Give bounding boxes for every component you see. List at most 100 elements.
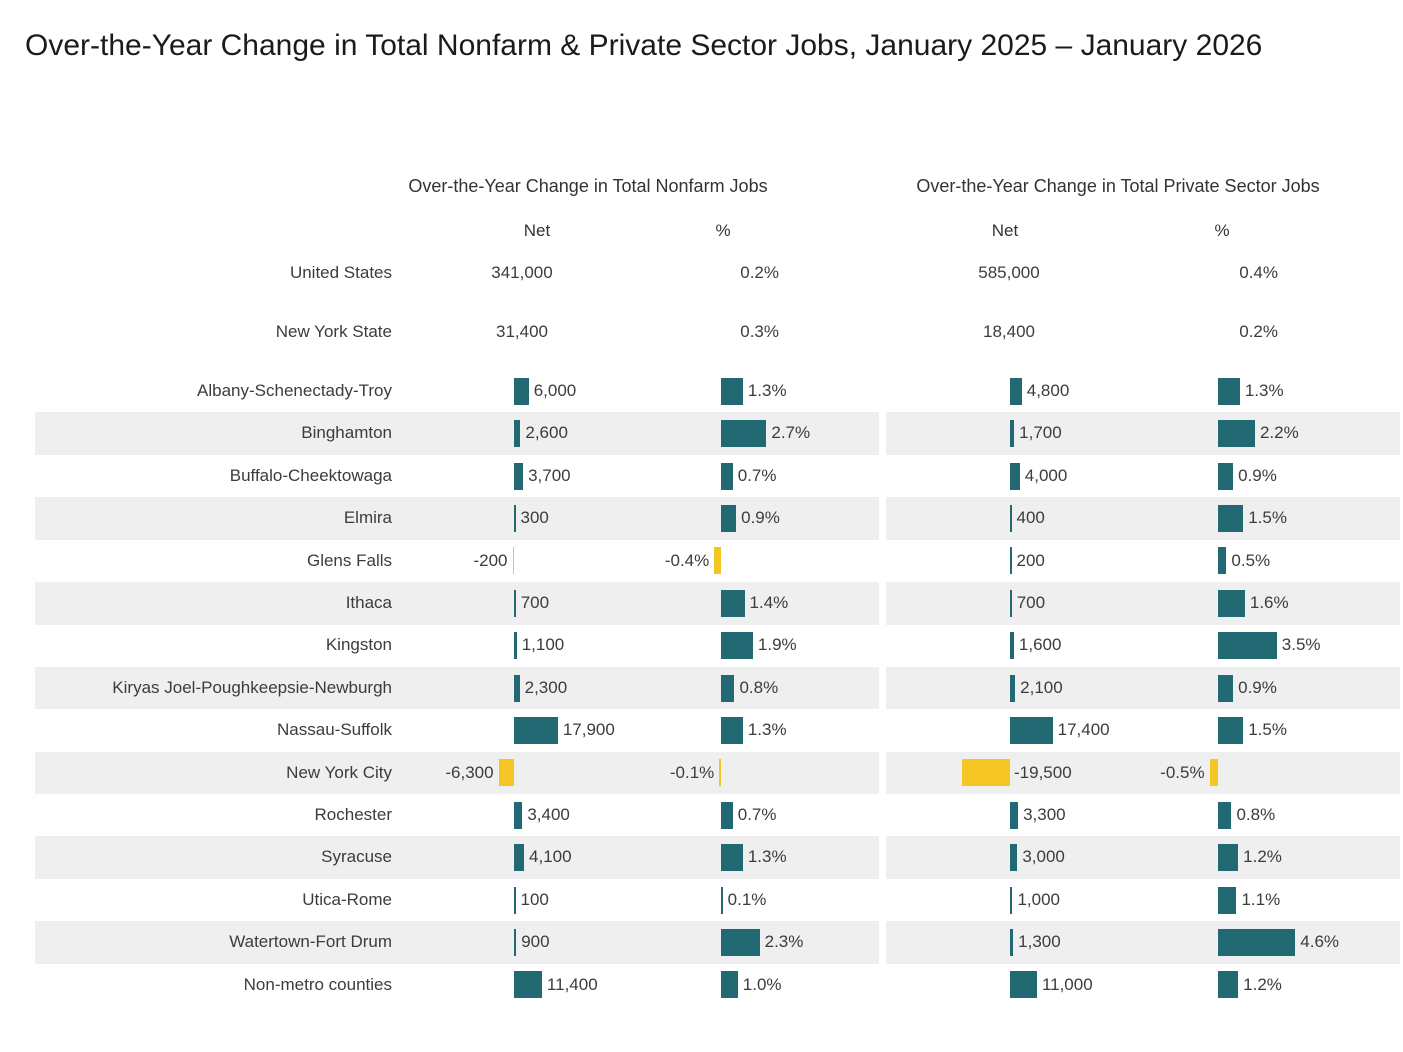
private-net-value: 700 bbox=[1016, 593, 1046, 612]
nonfarm-net-bar bbox=[514, 844, 525, 872]
private-net-bar bbox=[1010, 886, 1013, 914]
nonfarm-pct-bar bbox=[721, 801, 733, 829]
nonfarm-pct-bar bbox=[721, 928, 760, 956]
private-net-bar bbox=[1010, 377, 1022, 405]
row-stripe bbox=[886, 666, 1400, 710]
nonfarm-net-value: 300 bbox=[520, 508, 549, 528]
private-pct-value: 0.8% bbox=[1236, 805, 1276, 824]
nonfarm-net-value: 3,400 bbox=[527, 805, 570, 824]
row-label: Nassau-Suffolk bbox=[277, 720, 392, 740]
summary-row-label: New York State bbox=[275, 322, 392, 341]
row-label: Kiryas Joel-Poughkeepsie-Newburgh bbox=[112, 677, 392, 697]
private-net-value: -19,500 bbox=[1014, 762, 1072, 782]
nonfarm-net-value: 2,300 bbox=[524, 677, 568, 697]
row-stripe bbox=[886, 836, 1400, 879]
nonfarm-pct-value: 1.0% bbox=[742, 974, 782, 994]
row-stripe bbox=[35, 751, 879, 795]
nonfarm-pct-value: 1.4% bbox=[749, 593, 789, 612]
row-label: Ithaca bbox=[345, 593, 392, 612]
nonfarm-net-value: -6,300 bbox=[445, 762, 494, 782]
nonfarm-pct-bar bbox=[721, 632, 753, 660]
nonfarm-pct-value: 0.7% bbox=[737, 805, 777, 824]
private-pct-value: 0.9% bbox=[1238, 677, 1277, 697]
nonfarm-pct-bar bbox=[721, 844, 743, 872]
private-net-value: 2,100 bbox=[1020, 677, 1063, 697]
nonfarm-net-bar bbox=[514, 420, 521, 448]
row-label: Albany-Schenectady-Troy bbox=[197, 381, 392, 400]
private-net-bar bbox=[1010, 589, 1012, 617]
private-pct-value: 1.5% bbox=[1248, 720, 1287, 740]
private-net-bar bbox=[1010, 928, 1014, 956]
summary-private-pct-value: 0.2% bbox=[1239, 322, 1278, 341]
private-net-value: 1,600 bbox=[1018, 635, 1062, 655]
summary-private-net-value: 18,400 bbox=[983, 322, 1035, 341]
nonfarm-net-value: 6,000 bbox=[533, 381, 577, 400]
nonfarm-net-bar bbox=[514, 801, 523, 829]
private-net-bar bbox=[1010, 547, 1012, 575]
nonfarm-net-value: 2,600 bbox=[525, 423, 568, 443]
summary-nonfarm-pct-value: 0.2% bbox=[740, 263, 779, 282]
nonfarm-pct-bar bbox=[714, 547, 721, 575]
private-pct-bar bbox=[1218, 844, 1239, 872]
nonfarm-net-value: 11,400 bbox=[546, 974, 598, 994]
nonfarm-net-bar bbox=[514, 589, 516, 617]
private-pct-value: 3.5% bbox=[1281, 635, 1321, 655]
nonfarm-pct-bar bbox=[721, 420, 767, 448]
nonfarm-net-bar bbox=[514, 504, 516, 532]
private-net-bar bbox=[1010, 504, 1012, 532]
private-net-value: 1,000 bbox=[1017, 889, 1060, 909]
summary-nonfarm-pct-value: 0.3% bbox=[740, 322, 779, 341]
nonfarm-pct-value: 1.9% bbox=[757, 635, 797, 655]
row-stripe bbox=[886, 582, 1400, 625]
private-net-value: 4,800 bbox=[1026, 381, 1070, 400]
private-net-bar bbox=[1010, 632, 1014, 660]
private-pct-value: 1.6% bbox=[1249, 593, 1289, 612]
nonfarm-group-header: Over-the-Year Change in Total Nonfarm Jo… bbox=[408, 176, 768, 196]
row-stripe bbox=[35, 497, 879, 540]
private-pct-bar bbox=[1218, 886, 1237, 914]
private-pct-value: 1.2% bbox=[1243, 974, 1282, 994]
private-pct-bar bbox=[1218, 377, 1240, 405]
private-pct-bar bbox=[1218, 716, 1244, 744]
private-pct-bar bbox=[1218, 928, 1296, 956]
nonfarm-pct-bar bbox=[719, 759, 721, 787]
private-net-bar bbox=[1010, 462, 1020, 490]
private-pct-column-header: % bbox=[1214, 221, 1230, 240]
private-net-value: 11,000 bbox=[1041, 974, 1093, 994]
nonfarm-net-value: -200 bbox=[473, 550, 508, 570]
summary-nonfarm-net-value: 31,400 bbox=[496, 322, 548, 341]
nonfarm-pct-bar bbox=[721, 462, 733, 490]
row-stripe bbox=[886, 412, 1400, 455]
private-pct-value: 1.2% bbox=[1243, 847, 1282, 867]
row-label: Rochester bbox=[314, 805, 392, 824]
private-pct-bar bbox=[1218, 971, 1239, 999]
nonfarm-pct-bar bbox=[721, 377, 743, 405]
nonfarm-pct-value: 2.3% bbox=[764, 932, 804, 952]
row-label: Non-metro counties bbox=[243, 974, 392, 994]
private-pct-value: 2.2% bbox=[1259, 423, 1299, 443]
private-pct-value: -0.5% bbox=[1160, 762, 1205, 782]
nonfarm-net-bar bbox=[514, 716, 558, 744]
nonfarm-pct-value: 0.1% bbox=[727, 889, 767, 909]
row-label: Syracuse bbox=[321, 847, 392, 867]
nonfarm-net-bar bbox=[514, 674, 520, 702]
nonfarm-pct-value: 1.3% bbox=[747, 720, 787, 740]
private-net-bar bbox=[1010, 674, 1016, 702]
row-label: Binghamton bbox=[301, 423, 392, 443]
private-pct-bar bbox=[1218, 547, 1227, 575]
row-label: New York City bbox=[286, 762, 392, 782]
summary-private-net-value: 585,000 bbox=[978, 263, 1040, 282]
nonfarm-pct-bar bbox=[721, 716, 743, 744]
private-pct-value: 4.6% bbox=[1300, 932, 1340, 952]
nonfarm-pct-bar bbox=[721, 886, 723, 914]
nonfarm-pct-column-header: % bbox=[715, 221, 731, 240]
nonfarm-pct-value: 1.3% bbox=[747, 847, 787, 867]
private-net-bar bbox=[1010, 716, 1053, 744]
private-pct-value: 1.3% bbox=[1244, 381, 1284, 400]
nonfarm-net-value: 100 bbox=[520, 889, 549, 909]
private-net-bar bbox=[1010, 420, 1015, 448]
nonfarm-net-value: 700 bbox=[520, 593, 550, 612]
nonfarm-net-value: 3,700 bbox=[528, 465, 571, 485]
nonfarm-net-value: 1,100 bbox=[521, 635, 565, 655]
